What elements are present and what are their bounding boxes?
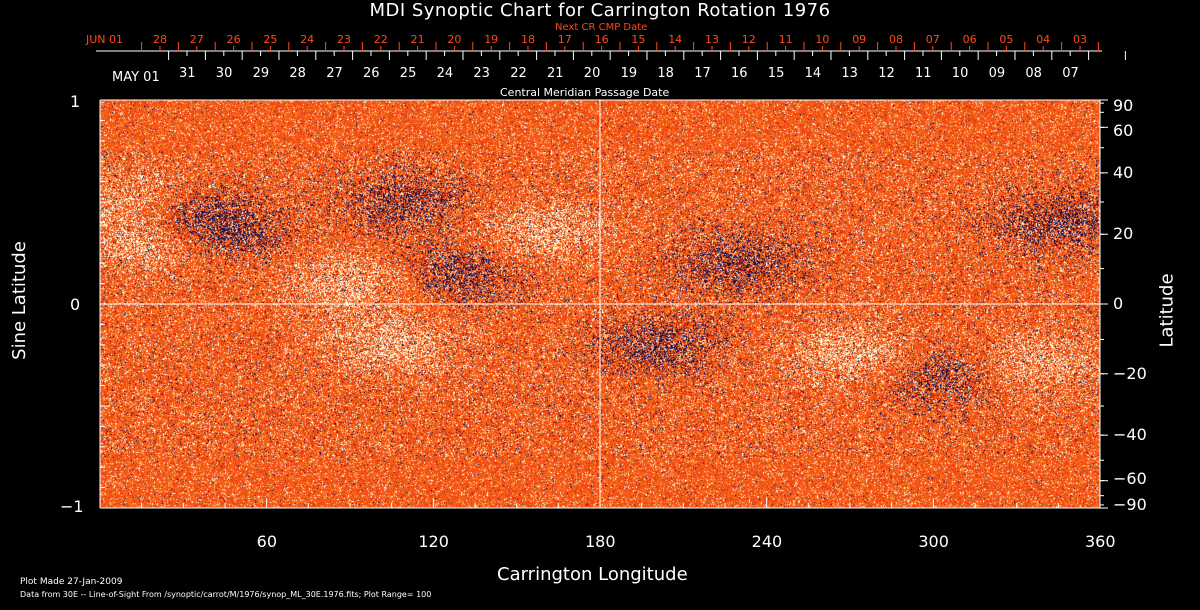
right-tick-label: −20 bbox=[1113, 363, 1147, 383]
cmp-date-label: 15 bbox=[767, 66, 785, 81]
next-cmp-date-label: 06 bbox=[962, 33, 977, 46]
next-cmp-date-label: 20 bbox=[447, 33, 462, 46]
right-tick-label: 40 bbox=[1113, 162, 1134, 182]
next-cmp-date-label: 10 bbox=[815, 33, 830, 46]
right-tick-label: −90 bbox=[1113, 495, 1147, 514]
cmp-date-label: 18 bbox=[657, 66, 674, 81]
right-tick-label: −40 bbox=[1113, 425, 1147, 445]
next-cmp-date-label: 21 bbox=[410, 33, 425, 46]
next-cmp-date-label: 17 bbox=[557, 33, 572, 46]
cmp-axis-title: Central Meridian Passage Date bbox=[500, 86, 670, 99]
next-cmp-date-label: 09 bbox=[852, 33, 867, 46]
next-cmp-date-label: 18 bbox=[521, 33, 535, 46]
cmp-date-label: 19 bbox=[620, 66, 638, 81]
right-axis-label: Latitude bbox=[1156, 273, 1178, 348]
cmp-date-label: 26 bbox=[363, 66, 380, 81]
next-cmp-date-label: 26 bbox=[226, 33, 241, 46]
y-tick-label: 0 bbox=[70, 295, 81, 314]
next-cmp-axis-title: Next CR CMP Date bbox=[555, 22, 648, 33]
cmp-date-label: 30 bbox=[215, 66, 233, 81]
next-cmp-date-label: 24 bbox=[300, 33, 315, 46]
cmp-date-label: 09 bbox=[988, 66, 1006, 81]
right-tick-label: 60 bbox=[1113, 121, 1134, 141]
next-cmp-date-label: 25 bbox=[263, 33, 278, 46]
x-tick-label: 240 bbox=[751, 532, 783, 551]
cmp-date-label: 31 bbox=[179, 66, 196, 81]
cmp-date-label: 10 bbox=[951, 66, 969, 81]
right-tick-label: 20 bbox=[1113, 224, 1134, 244]
next-cmp-date-label: 22 bbox=[373, 33, 388, 46]
next-cmp-date-label: 07 bbox=[925, 33, 940, 46]
next-cmp-date-label: 04 bbox=[1036, 33, 1051, 46]
next-cmp-date-label: 16 bbox=[594, 33, 609, 46]
bottom-axis-start-label: MAY 01 bbox=[112, 70, 160, 85]
next-cmp-date-label: 28 bbox=[153, 33, 167, 46]
right-tick-label: −60 bbox=[1113, 468, 1147, 488]
cmp-date-label: 13 bbox=[841, 66, 858, 81]
next-cmp-date-label: 13 bbox=[705, 33, 719, 46]
cmp-date-label: 07 bbox=[1062, 66, 1079, 81]
cmp-date-label: 08 bbox=[1025, 66, 1042, 81]
x-axis-label: Carrington Longitude bbox=[497, 564, 688, 585]
cmp-date-label: 24 bbox=[436, 66, 454, 81]
cmp-date-label: 16 bbox=[731, 66, 748, 81]
cmp-date-label: 20 bbox=[583, 66, 601, 81]
plot-made-note: Plot Made 27-Jan-2009 bbox=[20, 577, 123, 587]
next-cmp-date-label: 19 bbox=[484, 33, 499, 46]
x-tick-label: 360 bbox=[1085, 532, 1116, 551]
cmp-date-label: 11 bbox=[915, 66, 932, 81]
top-axis-start-label: JUN 01 bbox=[86, 33, 124, 46]
y-tick-label: −1 bbox=[60, 497, 84, 516]
cmp-date-label: 27 bbox=[326, 66, 343, 81]
cmp-date-label: 28 bbox=[289, 66, 306, 81]
next-cmp-date-label: 05 bbox=[999, 33, 1014, 46]
x-tick-label: 60 bbox=[256, 532, 278, 551]
next-cmp-date-label: 14 bbox=[668, 33, 683, 46]
data-source-note: Data from 30E -- Line-of-Sight From /syn… bbox=[20, 590, 432, 599]
cmp-date-label: 22 bbox=[510, 66, 527, 81]
next-cmp-date-label: 15 bbox=[631, 33, 646, 46]
x-tick-label: 120 bbox=[418, 532, 449, 551]
cmp-date-label: 12 bbox=[878, 66, 895, 81]
cmp-date-label: 23 bbox=[473, 66, 490, 81]
right-tick-label: 0 bbox=[1113, 294, 1124, 313]
next-cmp-date-label: 23 bbox=[337, 33, 351, 46]
next-cmp-date-label: 27 bbox=[189, 33, 204, 46]
cmp-date-label: 29 bbox=[252, 66, 270, 81]
y-axis-label: Sine Latitude bbox=[8, 241, 30, 360]
cmp-date-label: 25 bbox=[399, 66, 417, 81]
right-tick-label: 90 bbox=[1113, 96, 1134, 115]
y-tick-label: 1 bbox=[70, 92, 81, 111]
chart-title: MDI Synoptic Chart for Carrington Rotati… bbox=[369, 0, 831, 21]
cmp-date-label: 14 bbox=[804, 66, 822, 81]
x-tick-label: 300 bbox=[918, 532, 949, 551]
next-cmp-date-label: 03 bbox=[1073, 33, 1087, 46]
x-tick-label: 180 bbox=[585, 532, 616, 551]
next-cmp-date-label: 12 bbox=[741, 33, 756, 46]
next-cmp-date-label: 08 bbox=[889, 33, 903, 46]
cmp-date-label: 21 bbox=[547, 66, 564, 81]
cmp-date-label: 17 bbox=[694, 66, 711, 81]
next-cmp-date-label: 11 bbox=[778, 33, 793, 46]
